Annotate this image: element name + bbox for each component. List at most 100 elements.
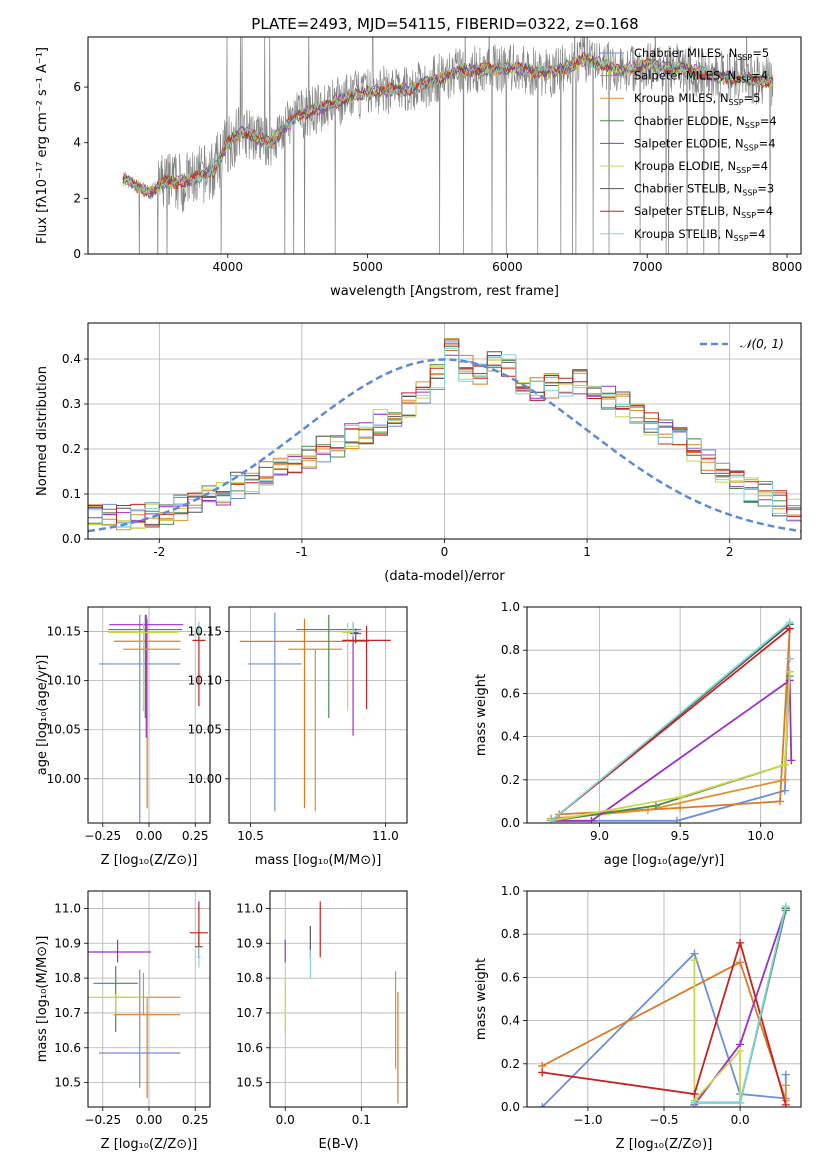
- normal-curve: [88, 358, 801, 533]
- age-vs-z-panel: −0.25 0.00 0.25 10.00 10.05 10.10 10.15 Z [log₁…: [35, 606, 211, 868]
- x-axis-label: wavelength [Angstrom, rest frame]: [330, 284, 559, 299]
- series-line: [542, 939, 787, 1106]
- grid-lines: [88, 891, 210, 1107]
- series-marker: [736, 1046, 745, 1055]
- y-tick-label: 10.00: [188, 772, 222, 786]
- grid-lines: [270, 891, 407, 1107]
- y-tick-label: 0.6: [501, 686, 520, 700]
- legend-value: =4: [759, 136, 776, 150]
- grid-lines: [527, 606, 801, 824]
- x-tick-label: 7000: [632, 260, 663, 274]
- y-tick-label: 10.10: [47, 674, 81, 688]
- y-tick-label: 10.8: [236, 971, 263, 985]
- y-tick-label: 10.7: [54, 1006, 81, 1020]
- x-tick-label: 0.00: [136, 829, 163, 843]
- x-tick-label: 0: [441, 545, 449, 559]
- y-tick-label: 1.0: [501, 600, 520, 614]
- legend-label: Chabrier STELIB, NSSP=3: [634, 182, 774, 198]
- series-marker: [785, 654, 794, 663]
- x-tick-label: 1: [583, 545, 591, 559]
- y-tick-label: 0.1: [62, 487, 81, 501]
- series-marker: [672, 816, 681, 823]
- y-tick-label: 10.6: [54, 1041, 81, 1055]
- series-marker: [538, 1103, 547, 1107]
- x-tick-label: 10.0: [747, 829, 774, 843]
- y-tick-label: 0.2: [501, 773, 520, 787]
- legend-subscript: SSP: [736, 166, 751, 175]
- y-tick-label: 0.8: [501, 927, 520, 941]
- legend-subscript: SSP: [742, 189, 757, 198]
- grid-lines: [88, 607, 210, 823]
- y-tick-label: 0.4: [501, 1014, 520, 1028]
- y-tick-label: 0.2: [501, 1057, 520, 1071]
- series-marker: [780, 760, 789, 769]
- mass-vs-ebv-panel: 0.0 0.1 10.5 10.6 10.7 10.8 10.9 11.0 E(B-V): [236, 890, 408, 1152]
- x-tick-label: 9.5: [671, 829, 690, 843]
- legend-value: =4: [756, 204, 773, 218]
- x-axis-label: E(B-V): [318, 1137, 358, 1152]
- legend-subscript: SSP: [745, 121, 760, 130]
- series-marker: [785, 667, 794, 676]
- y-tick-label: 10.8: [54, 971, 81, 985]
- series-marker: [781, 1100, 790, 1107]
- x-tick-label: 2: [726, 545, 734, 559]
- mass-vs-ebv-points: [284, 901, 399, 1104]
- legend-label: Salpeter ELODIE, NSSP=4: [634, 136, 776, 152]
- series-marker: [780, 775, 789, 784]
- legend-label: Kroupa ELODIE, NSSP=4: [634, 159, 768, 175]
- y-tick-label: 10.05: [188, 723, 222, 737]
- y-axis-label: mass weight: [474, 958, 489, 1040]
- axes-frame: [87, 322, 802, 540]
- legend-subscript: SSP: [736, 76, 751, 85]
- y-tick-label: 0.2: [62, 442, 81, 456]
- weight-vs-z-panel: −1.0 −0.5 0.0 0.0 0.2 0.4 0.6 0.8 1.0 Z [log₁₀(Z/…: [474, 884, 802, 1152]
- model-line: [122, 56, 774, 195]
- x-axis-label: Z [log₁₀(Z/Z⊙)]: [616, 1137, 713, 1152]
- x-tick-label: 5000: [352, 260, 383, 274]
- x-tick-label: −0.25: [84, 1113, 121, 1127]
- y-tick-label: 0.4: [62, 352, 81, 366]
- x-axis-label: age [log₁₀(age/yr)]: [604, 853, 725, 868]
- spectrum-lines: [122, 37, 774, 254]
- series-marker: [676, 803, 685, 812]
- age-vs-mass-panel: 10.5 11.0 10.00 10.05 10.10 10.15 mass [log₁₀(…: [188, 606, 408, 868]
- x-tick-label: 10.5: [237, 829, 264, 843]
- x-tick-label: 0.0: [731, 1113, 750, 1127]
- legend-subscript: SSP: [737, 53, 752, 62]
- legend-value: =4: [751, 159, 768, 173]
- y-axis-label: Flux [fλ10⁻¹⁷ erg cm⁻² s⁻¹ A⁻¹]: [35, 47, 50, 244]
- x-tick-label: −0.5: [649, 1113, 678, 1127]
- y-tick-label: 10.15: [188, 625, 222, 639]
- series-marker: [690, 1090, 699, 1099]
- y-tick-label: 6: [73, 80, 81, 94]
- series-marker: [736, 1098, 745, 1107]
- x-tick-label: 9.0: [590, 829, 609, 843]
- axes-frame: [526, 606, 802, 824]
- x-tick-label: −1.0: [573, 1113, 602, 1127]
- x-tick-label: −0.25: [84, 829, 121, 843]
- series-marker: [780, 786, 789, 795]
- y-tick-label: 2: [73, 191, 81, 205]
- axes-frame: [228, 606, 408, 824]
- legend-subscript: SSP: [744, 143, 759, 152]
- x-tick-label: 0.0: [276, 1113, 295, 1127]
- figure-title: PLATE=2493, MJD=54115, FIBERID=0322, z=0…: [251, 15, 638, 33]
- series-marker: [676, 793, 685, 802]
- series-line: [551, 671, 791, 820]
- y-tick-label: 10.9: [54, 936, 81, 950]
- legend-label: Salpeter STELIB, NSSP=4: [634, 204, 773, 220]
- legend-subscript: SSP: [729, 98, 744, 107]
- x-tick-label: -2: [153, 545, 165, 559]
- y-tick-label: 0.4: [501, 730, 520, 744]
- mass-vs-z-points: [88, 901, 209, 1099]
- series-marker: [776, 797, 785, 806]
- y-tick-label: 10.05: [47, 723, 81, 737]
- series-marker: [690, 1098, 699, 1107]
- y-tick-label: 11.0: [236, 901, 263, 915]
- y-tick-label: 0.0: [501, 1100, 520, 1114]
- axes-frame: [526, 890, 802, 1108]
- legend-label: 𝒩(0, 1): [740, 337, 784, 351]
- axes-frame: [269, 890, 408, 1108]
- series-marker: [781, 1081, 790, 1090]
- y-tick-label: 0.0: [62, 532, 81, 546]
